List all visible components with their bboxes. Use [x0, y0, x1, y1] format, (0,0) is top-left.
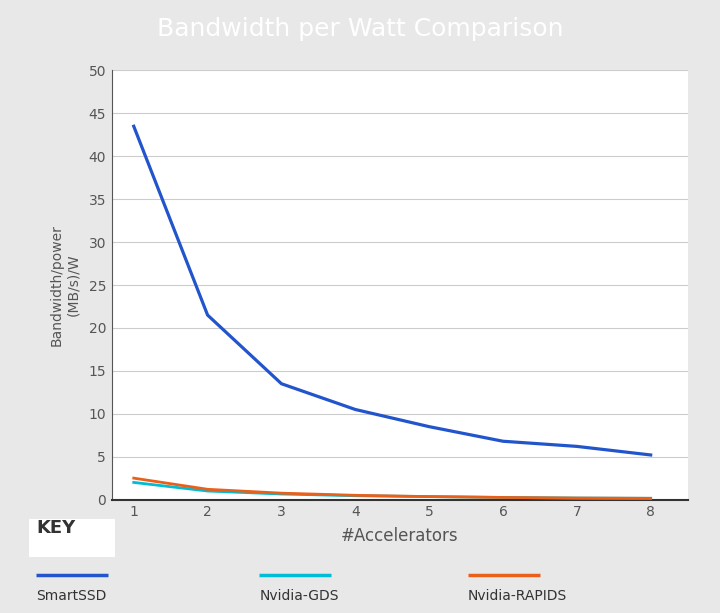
Text: Bandwidth per Watt Comparison: Bandwidth per Watt Comparison: [157, 17, 563, 41]
Text: Nvidia-RAPIDS: Nvidia-RAPIDS: [468, 589, 567, 603]
Y-axis label: Bandwidth/power
(MB/s)/W: Bandwidth/power (MB/s)/W: [50, 224, 80, 346]
FancyBboxPatch shape: [29, 519, 115, 557]
Text: KEY: KEY: [36, 519, 76, 537]
Text: Nvidia-GDS: Nvidia-GDS: [259, 589, 338, 603]
Text: SmartSSD: SmartSSD: [36, 589, 107, 603]
X-axis label: #Accelerators: #Accelerators: [341, 527, 459, 546]
